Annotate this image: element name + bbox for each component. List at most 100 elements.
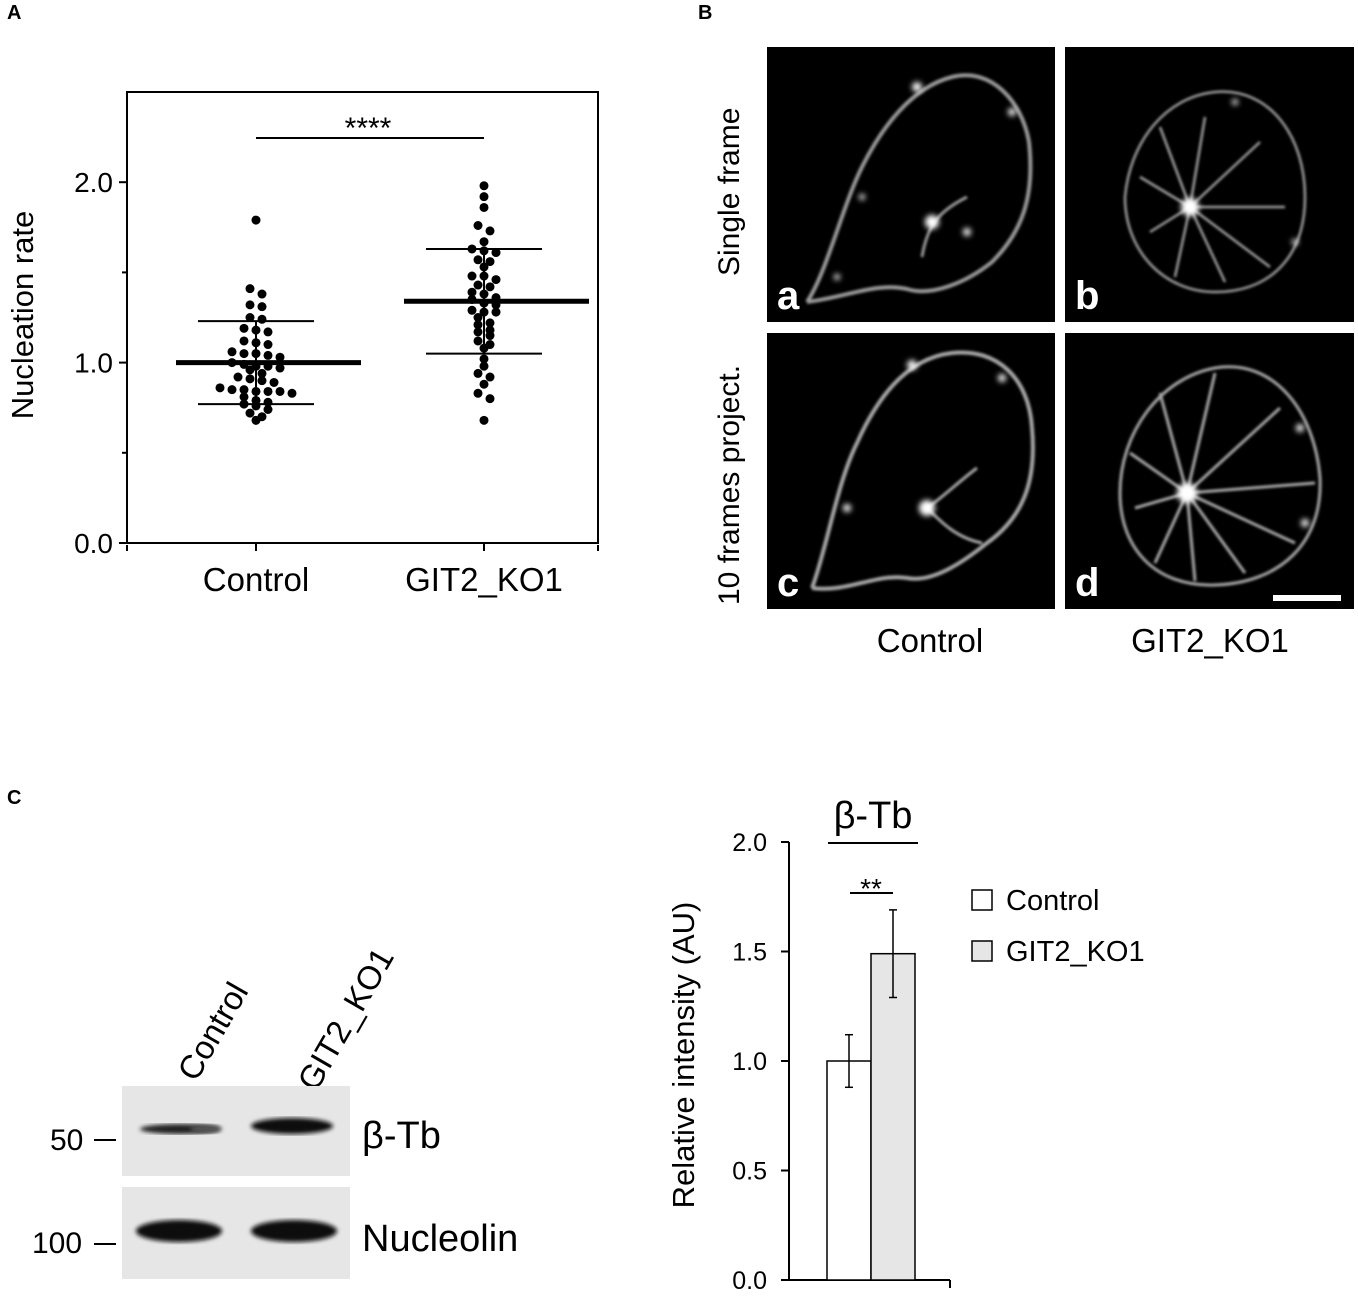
marker-50-tick (94, 1139, 116, 1141)
row-label-single-frame: Single frame (713, 107, 746, 276)
chartA-data-point (467, 287, 477, 297)
chartA-data-point (467, 271, 477, 281)
chartA-data-point (479, 181, 489, 191)
chartA-data-point (251, 415, 261, 425)
chartA-data-point (239, 349, 249, 359)
panel-label-a: A (7, 2, 22, 24)
panel-label-b: B (698, 2, 713, 24)
chartA-data-point (245, 374, 255, 384)
chartA-xtick-label: Control (203, 561, 309, 598)
legend-swatch-git2-ko1 (971, 940, 993, 962)
chartA-data-point (485, 226, 495, 236)
chartA-data-point (257, 376, 267, 386)
chartA-data-point (233, 372, 243, 382)
chartA-data-point (485, 331, 495, 341)
chartA-ytick-label: 2.0 (74, 167, 113, 198)
marker-100: 100 (32, 1227, 83, 1260)
chartC-ytick-label: 2.0 (732, 829, 767, 857)
chartA-data-point (479, 415, 489, 425)
chartA-data-point (269, 377, 279, 387)
micrograph-letter-a: a (777, 274, 800, 318)
chartA-data-point (275, 363, 285, 373)
chartC-ytick-label: 0.5 (732, 1158, 767, 1186)
chartA-data-point (251, 215, 261, 225)
micrograph-letter-d: d (1075, 561, 1100, 605)
chartA-data-point (485, 394, 495, 404)
chartA-data-point (473, 255, 483, 265)
chartA-data-point (485, 257, 495, 267)
chartA-data-point (485, 372, 495, 382)
chartA-data-point (263, 405, 273, 415)
chartC-legend: Control GIT2_KO1 (971, 885, 1145, 968)
chartA-ylabel: Nucleation rate (5, 211, 40, 420)
chartA-data-point (257, 302, 267, 312)
chartC-bar (870, 952, 916, 1281)
chartA-data-point (239, 323, 249, 333)
chartA-significance: **** (345, 112, 392, 145)
chartA-data-point (245, 408, 255, 418)
chartA-frame (126, 91, 599, 544)
chartA-data-point (257, 314, 267, 324)
chartA-data-point (479, 354, 489, 364)
chartA-data-point (473, 327, 483, 337)
relative-intensity-bar-chart: 0.0 0.5 1.0 1.5 2.0 β-Tb Relative intensity … (666, 795, 1145, 1295)
chartA-data-point (275, 352, 285, 362)
legend-swatch-control (971, 889, 993, 911)
marker-100-tick (94, 1243, 116, 1245)
chartA-data-point (479, 202, 489, 212)
legend-label-control: Control (1006, 885, 1100, 917)
chartA-data-point (263, 386, 273, 396)
chartC-ylabel: Relative intensity (AU) (666, 902, 701, 1209)
chartA-data-point (263, 327, 273, 337)
lane-label-git2-ko1: GIT2_KO1 (290, 941, 401, 1097)
chartA-data-point (257, 289, 267, 299)
panel-label-c: C (7, 787, 22, 809)
chartA-data-point (473, 220, 483, 230)
chartA-data-point (467, 305, 477, 315)
blot-nucleolin (122, 1187, 350, 1279)
chartC-ytick-label: 1.0 (732, 1048, 767, 1076)
micrograph-letter-c: c (777, 561, 800, 605)
col-label-git2-ko1: GIT2_KO1 (1131, 622, 1289, 659)
chartC-significance: ** (860, 873, 882, 904)
chartA-ytick-label: 1.0 (74, 348, 113, 379)
micrograph-d: d (1065, 333, 1354, 609)
chartA-data-point (479, 192, 489, 202)
chartA-data-point (491, 307, 501, 317)
micrograph-c: c (767, 333, 1055, 609)
chartA-data-point (473, 320, 483, 330)
chartA-data-point (239, 392, 249, 402)
chartC-title: β-Tb (834, 795, 913, 837)
chartA-data-point (245, 300, 255, 310)
chartA-data-point (227, 385, 237, 395)
chartA-data-point (245, 365, 255, 375)
chartA-data-point (491, 275, 501, 285)
chartC-ytick-label: 0.0 (732, 1267, 767, 1295)
chartA-data-point (473, 336, 483, 346)
chartA-data-point (485, 318, 495, 328)
chartA-data-point (473, 280, 483, 290)
chartA-data-point (227, 347, 237, 357)
chartA-ytick-label: 0.0 (74, 528, 113, 559)
chartA-data-point (479, 361, 489, 371)
chartA-data-point (473, 388, 483, 398)
chartA-data-point (239, 336, 249, 346)
chartA-data-point (491, 248, 501, 258)
micrograph-letter-b: b (1075, 274, 1100, 318)
chartA-data-point (245, 284, 255, 294)
marker-50: 50 (50, 1124, 84, 1157)
chartA-data-point (245, 313, 255, 322)
chartA-data-point (257, 368, 267, 378)
chartA-data-point (479, 379, 489, 389)
lane-label-control: Control (170, 975, 256, 1087)
chartC-bar (826, 1060, 872, 1281)
chartA-data-point (287, 388, 297, 398)
row-label-projection: 10 frames project. (713, 364, 746, 605)
chartA-data-point (479, 237, 489, 247)
chartA-data-point (473, 368, 483, 378)
legend-label-git2-ko1: GIT2_KO1 (1006, 936, 1145, 968)
micrograph-a: a (767, 47, 1055, 322)
chartA-data-point (275, 386, 285, 396)
scale-bar (1273, 595, 1341, 601)
chartA-data-point (263, 340, 273, 350)
